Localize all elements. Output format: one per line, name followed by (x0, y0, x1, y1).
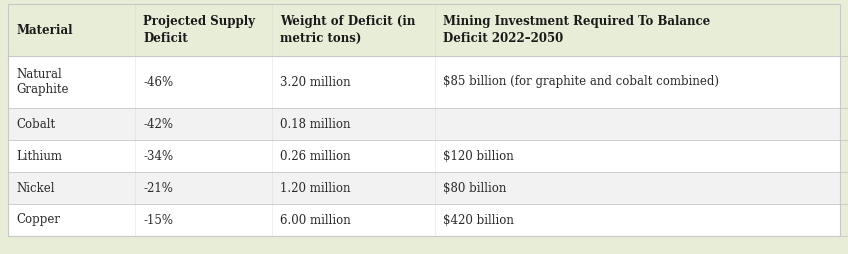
Bar (435, 4, 840, 56)
Bar (8, 172, 840, 204)
Bar (8, 108, 840, 140)
Text: Natural
Graphite: Natural Graphite (16, 68, 69, 97)
Text: $120 billion: $120 billion (443, 150, 514, 163)
Text: 1.20 million: 1.20 million (280, 182, 350, 195)
Bar (272, 4, 435, 56)
Text: Copper: Copper (16, 214, 60, 227)
Text: 0.18 million: 0.18 million (280, 118, 350, 131)
Bar (8, 4, 135, 56)
Text: Nickel: Nickel (16, 182, 54, 195)
Bar (135, 4, 272, 56)
Text: -15%: -15% (143, 214, 173, 227)
Bar (8, 140, 840, 172)
Text: Mining Investment Required To Balance
Deficit 2022–2050: Mining Investment Required To Balance De… (443, 15, 711, 44)
Text: Weight of Deficit (in
metric tons): Weight of Deficit (in metric tons) (280, 15, 416, 44)
Text: Lithium: Lithium (16, 150, 62, 163)
Text: 3.20 million: 3.20 million (280, 75, 350, 88)
Text: -34%: -34% (143, 150, 173, 163)
Text: -21%: -21% (143, 182, 173, 195)
Text: $85 billion (for graphite and cobalt combined): $85 billion (for graphite and cobalt com… (443, 75, 719, 88)
Text: $420 billion: $420 billion (443, 214, 514, 227)
Text: -46%: -46% (143, 75, 173, 88)
Text: Projected Supply
Deficit: Projected Supply Deficit (143, 15, 255, 44)
Bar (8, 204, 840, 236)
Text: 0.26 million: 0.26 million (280, 150, 350, 163)
Bar (8, 56, 840, 108)
Text: Cobalt: Cobalt (16, 118, 55, 131)
Text: $80 billion: $80 billion (443, 182, 506, 195)
Text: Material: Material (16, 24, 72, 37)
Text: -42%: -42% (143, 118, 173, 131)
Text: 6.00 million: 6.00 million (280, 214, 351, 227)
